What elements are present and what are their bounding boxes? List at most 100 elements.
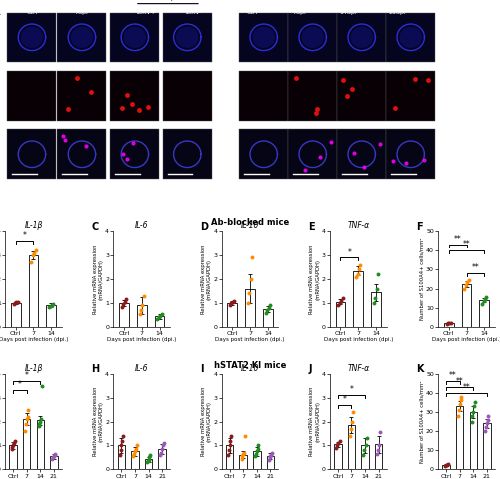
Text: *: * (348, 248, 352, 256)
Text: *: * (18, 380, 22, 389)
Point (262, 308, 270, 316)
Ellipse shape (176, 27, 199, 48)
Point (32, 246, 40, 254)
Text: H: H (92, 364, 100, 374)
Point (252, 450, 260, 458)
Bar (28, 255, 38, 327)
Point (118, 303, 126, 310)
Point (228, 432, 235, 440)
Bar (228, 303, 237, 327)
Text: E: E (308, 222, 314, 231)
Y-axis label: Relative mRNA expression
(mRNA/GAPDH): Relative mRNA expression (mRNA/GAPDH) (310, 387, 320, 456)
Bar (362, 445, 369, 469)
Point (140, 292, 148, 299)
Text: Ab-blocked mice: Ab-blocked mice (211, 218, 289, 228)
Point (347, 425, 355, 433)
Y-axis label: Relative mRNA expression
(mRNA/GAPDH): Relative mRNA expression (mRNA/GAPDH) (310, 244, 320, 314)
Point (355, 265, 363, 273)
Point (226, 301, 234, 309)
Point (372, 294, 380, 302)
Text: ZIKV-: ZIKV- (186, 10, 202, 15)
Point (241, 432, 249, 440)
Bar (386, 71, 435, 121)
Point (24, 413, 32, 421)
Ellipse shape (20, 27, 43, 48)
Point (48, 301, 56, 308)
Text: 7dpi: 7dpi (74, 10, 88, 15)
Point (130, 450, 138, 458)
Bar (266, 456, 274, 469)
Point (11, 437, 19, 445)
Bar (337, 12, 386, 62)
Point (266, 453, 274, 460)
Bar (263, 309, 272, 327)
Point (454, 412, 462, 420)
Point (375, 442, 383, 449)
X-axis label: Days post infection (dpi.): Days post infection (dpi.) (324, 338, 393, 342)
Bar (8, 129, 56, 179)
Point (360, 446, 368, 454)
Point (52, 450, 60, 458)
Point (158, 310, 166, 318)
Point (352, 273, 360, 280)
Point (238, 455, 246, 463)
Bar (158, 449, 166, 469)
Point (50, 451, 58, 459)
Bar (23, 419, 30, 469)
Point (254, 442, 262, 449)
Bar (110, 129, 160, 179)
Point (226, 437, 234, 445)
Text: Ctrl: Ctrl (26, 10, 38, 15)
Text: 14dpi: 14dpi (160, 0, 177, 1)
Point (226, 442, 234, 449)
Text: 21dpi: 21dpi (388, 10, 406, 15)
Point (158, 449, 166, 456)
Title: IL-6: IL-6 (135, 221, 148, 230)
Point (246, 275, 254, 283)
Point (362, 434, 370, 442)
Point (483, 420, 491, 427)
Point (484, 412, 492, 420)
Text: 14dpi: 14dpi (339, 10, 357, 15)
Point (8, 445, 16, 453)
Bar (386, 129, 435, 179)
Ellipse shape (350, 27, 373, 48)
Point (10, 439, 18, 447)
Point (374, 270, 382, 278)
Point (159, 442, 167, 449)
Point (263, 306, 271, 314)
Bar (137, 305, 146, 327)
Point (248, 253, 256, 261)
Y-axis label: Relative mRNA expression
(mRNA/GAPDH): Relative mRNA expression (mRNA/GAPDH) (93, 244, 104, 314)
Point (10, 300, 18, 308)
Point (456, 397, 464, 404)
Point (38, 382, 46, 389)
Point (230, 297, 238, 304)
Point (354, 270, 362, 278)
Point (373, 450, 381, 458)
Point (116, 446, 124, 454)
Ellipse shape (252, 27, 275, 48)
Point (136, 310, 143, 318)
Bar (226, 445, 234, 469)
Point (239, 450, 247, 458)
Bar (480, 300, 489, 327)
Point (131, 448, 139, 456)
Text: hSTAT2 KI mice: hSTAT2 KI mice (214, 361, 286, 370)
Text: D: D (200, 222, 208, 231)
Point (334, 439, 342, 447)
Point (267, 451, 275, 459)
Text: **: ** (462, 240, 470, 249)
Point (458, 393, 466, 400)
Point (447, 319, 455, 327)
Bar (337, 71, 386, 121)
Point (156, 451, 164, 459)
X-axis label: Days post infection (dpi.): Days post infection (dpi.) (216, 338, 284, 342)
Bar (483, 423, 490, 469)
Title: TNF-α: TNF-α (347, 221, 370, 230)
Text: **: ** (456, 377, 464, 386)
Title: IL-10: IL-10 (241, 221, 259, 230)
Y-axis label: Relative mRNA expression
(mRNA/GAPDH): Relative mRNA expression (mRNA/GAPDH) (201, 244, 212, 314)
Point (48, 455, 56, 463)
Bar (336, 302, 345, 327)
